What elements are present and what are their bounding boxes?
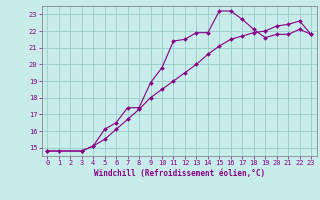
X-axis label: Windchill (Refroidissement éolien,°C): Windchill (Refroidissement éolien,°C) — [94, 169, 265, 178]
